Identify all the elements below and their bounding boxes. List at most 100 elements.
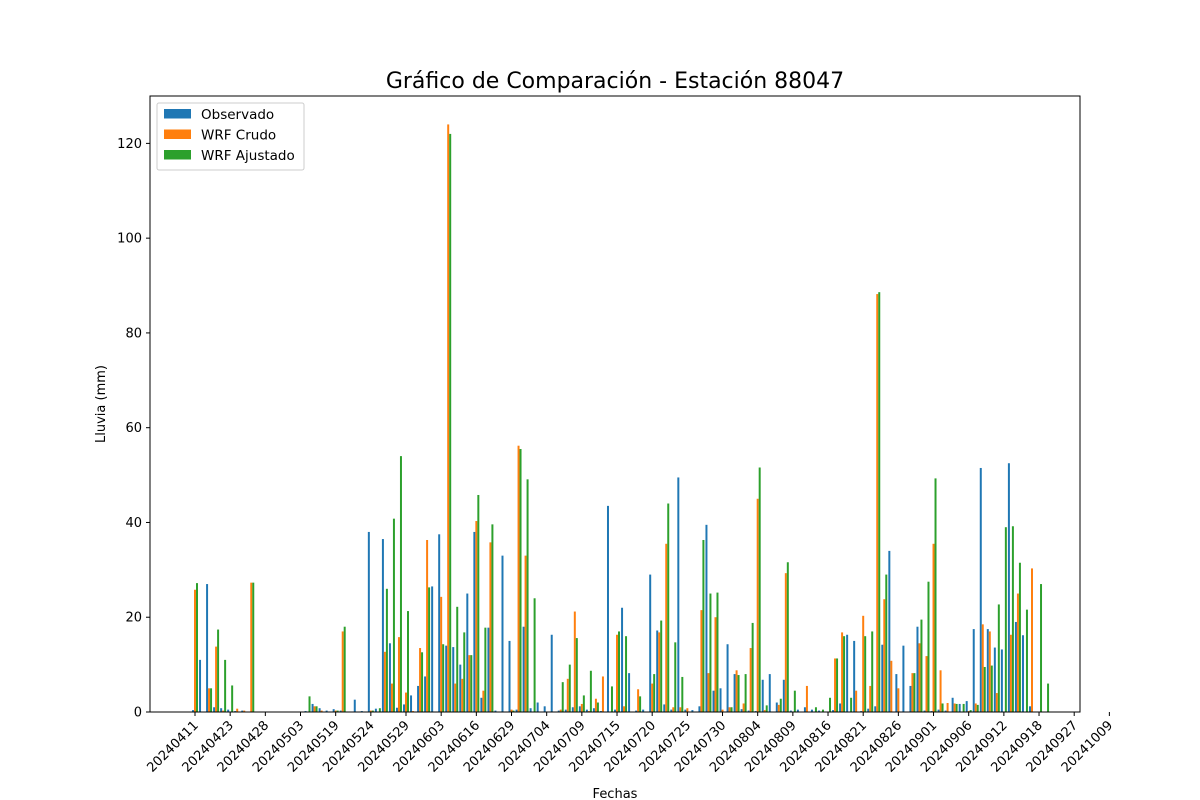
bar-series-2-item-91: [836, 658, 838, 712]
bar-series-1-item-91: [834, 658, 836, 712]
bar-series-0-item-54: [572, 707, 574, 712]
bar-series-0-item-111: [973, 629, 975, 712]
bar-series-2-item-8: [252, 583, 254, 712]
bar-series-0-item-25: [368, 532, 370, 712]
bar-series-0-item-37: [452, 647, 454, 712]
bar-series-0-item-83: [776, 703, 778, 712]
bar-series-1-item-8: [250, 583, 252, 712]
bar-series-0-item-47: [523, 627, 525, 712]
bar-series-0-item-31: [410, 695, 412, 712]
bar-series-0-item-87: [804, 707, 806, 712]
bar-series-0-item-112: [980, 468, 982, 712]
bar-series-1-item-104: [926, 656, 928, 712]
bar-series-0-item-76: [727, 644, 729, 712]
bar-series-0-item-45: [509, 641, 511, 712]
bar-series-0-item-4: [220, 708, 222, 712]
bar-series-2-item-98: [885, 575, 887, 712]
bar-series-2-item-33: [428, 587, 430, 712]
bar-series-2-item-111: [977, 705, 979, 712]
bar-series-0-item-72: [698, 706, 700, 712]
bar-series-0-item-93: [846, 635, 848, 712]
bar-series-2-item-26: [379, 708, 381, 712]
bar-series-1-item-108: [954, 703, 956, 712]
legend-label-2: WRF Ajustado: [201, 148, 295, 164]
bar-series-0-item-23: [354, 700, 356, 712]
bar-series-0-item-3: [213, 707, 215, 712]
bar-series-2-item-61: [625, 636, 627, 712]
bar-series-1-item-46: [518, 446, 520, 712]
bar-series-2-item-102: [913, 673, 915, 712]
bar-series-1-item-38: [461, 679, 463, 712]
bar-series-1-item-97: [876, 294, 878, 712]
bar-series-1-item-77: [736, 670, 738, 712]
bar-series-2-item-76: [731, 707, 733, 712]
bar-series-2-item-96: [871, 631, 873, 712]
bar-series-0-item-109: [959, 704, 961, 712]
bar-series-0-item-73: [705, 525, 707, 712]
bar-series-2-item-117: [1019, 563, 1021, 712]
bar-series-2-item-74: [716, 593, 718, 712]
bar-series-2-item-42: [491, 524, 493, 712]
bar-series-1-item-107: [947, 703, 949, 712]
bar-series-0-item-102: [909, 686, 911, 712]
bar-series-0-item-34: [431, 586, 433, 712]
bar-series-0-item-118: [1022, 635, 1024, 712]
bar-series-2-item-37: [456, 607, 458, 712]
bar-series-1-item-94: [855, 691, 857, 712]
y-tick-label-100: 100: [117, 232, 142, 247]
bar-series-1-item-117: [1017, 594, 1019, 712]
bar-series-1-item-35: [440, 597, 442, 712]
bar-series-1-item-113: [989, 631, 991, 712]
bar-series-2-item-115: [1005, 527, 1007, 712]
bar-series-0-item-17: [312, 704, 314, 712]
y-tick-label-80: 80: [125, 326, 142, 341]
bar-series-0-item-108: [952, 698, 954, 712]
bar-series-0-item-94: [853, 641, 855, 712]
x-axis: 2024041120240423202404282024050320240519…: [144, 712, 1116, 776]
bar-series-2-item-29: [400, 456, 402, 712]
bar-series-2-item-30: [407, 611, 409, 712]
bar-series-0-item-92: [839, 703, 841, 712]
bar-series-0-item-51: [551, 635, 553, 712]
bar-series-0-item-97: [874, 706, 876, 712]
bar-series-1-item-96: [869, 686, 871, 712]
bar-series-0-item-2: [206, 584, 208, 712]
bar-series-2-item-92: [843, 636, 845, 712]
bar-series-2-item-40: [477, 495, 479, 712]
bar-series-0-item-103: [916, 627, 918, 712]
bar-series-2-item-38: [463, 632, 465, 712]
bar-series-2-item-17: [316, 706, 318, 712]
bar-series-1-item-55: [581, 704, 583, 712]
bar-series-1-item-36: [447, 124, 449, 712]
bar-series-1-item-40: [475, 521, 477, 712]
bar-series-2-item-114: [998, 604, 1000, 712]
bar-series-1-item-114: [996, 693, 998, 712]
bar-series-2-item-27: [386, 589, 388, 712]
bar-series-1-item-37: [454, 684, 456, 712]
bar-series-1-item-80: [757, 499, 759, 712]
bar-series-1-item-42: [489, 542, 491, 712]
y-tick-label-120: 120: [117, 137, 142, 152]
bar-series-1-item-28: [391, 684, 393, 712]
bar-series-1-item-119: [1031, 568, 1033, 712]
bar-series-0-item-40: [473, 532, 475, 712]
bar-series-1-item-57: [595, 699, 597, 712]
bar-series-1-item-17: [314, 706, 316, 712]
legend-label-0: Observado: [201, 107, 274, 123]
y-tick-label-60: 60: [125, 421, 142, 436]
bar-series-2-item-16: [309, 696, 311, 712]
bar-series-1-item-78: [743, 703, 745, 712]
bar-series-0-item-82: [769, 674, 771, 712]
bar-series-2-item-63: [639, 696, 641, 712]
bar-series-1-item-84: [785, 573, 787, 712]
bar-series-2-item-3: [217, 630, 219, 712]
y-tick-label-40: 40: [125, 516, 142, 531]
bar-series-2-item-21: [344, 627, 346, 712]
bar-series-2-item-81: [766, 705, 768, 712]
bar-series-2-item-88: [815, 707, 817, 712]
bar-series-2-item-53: [569, 665, 571, 712]
bar-series-0-item-113: [987, 629, 989, 712]
bar-series-1-item-112: [982, 624, 984, 712]
bar-series-2-item-121: [1047, 684, 1049, 712]
chart-title: Gráfico de Comparación - Estación 88047: [386, 69, 844, 94]
